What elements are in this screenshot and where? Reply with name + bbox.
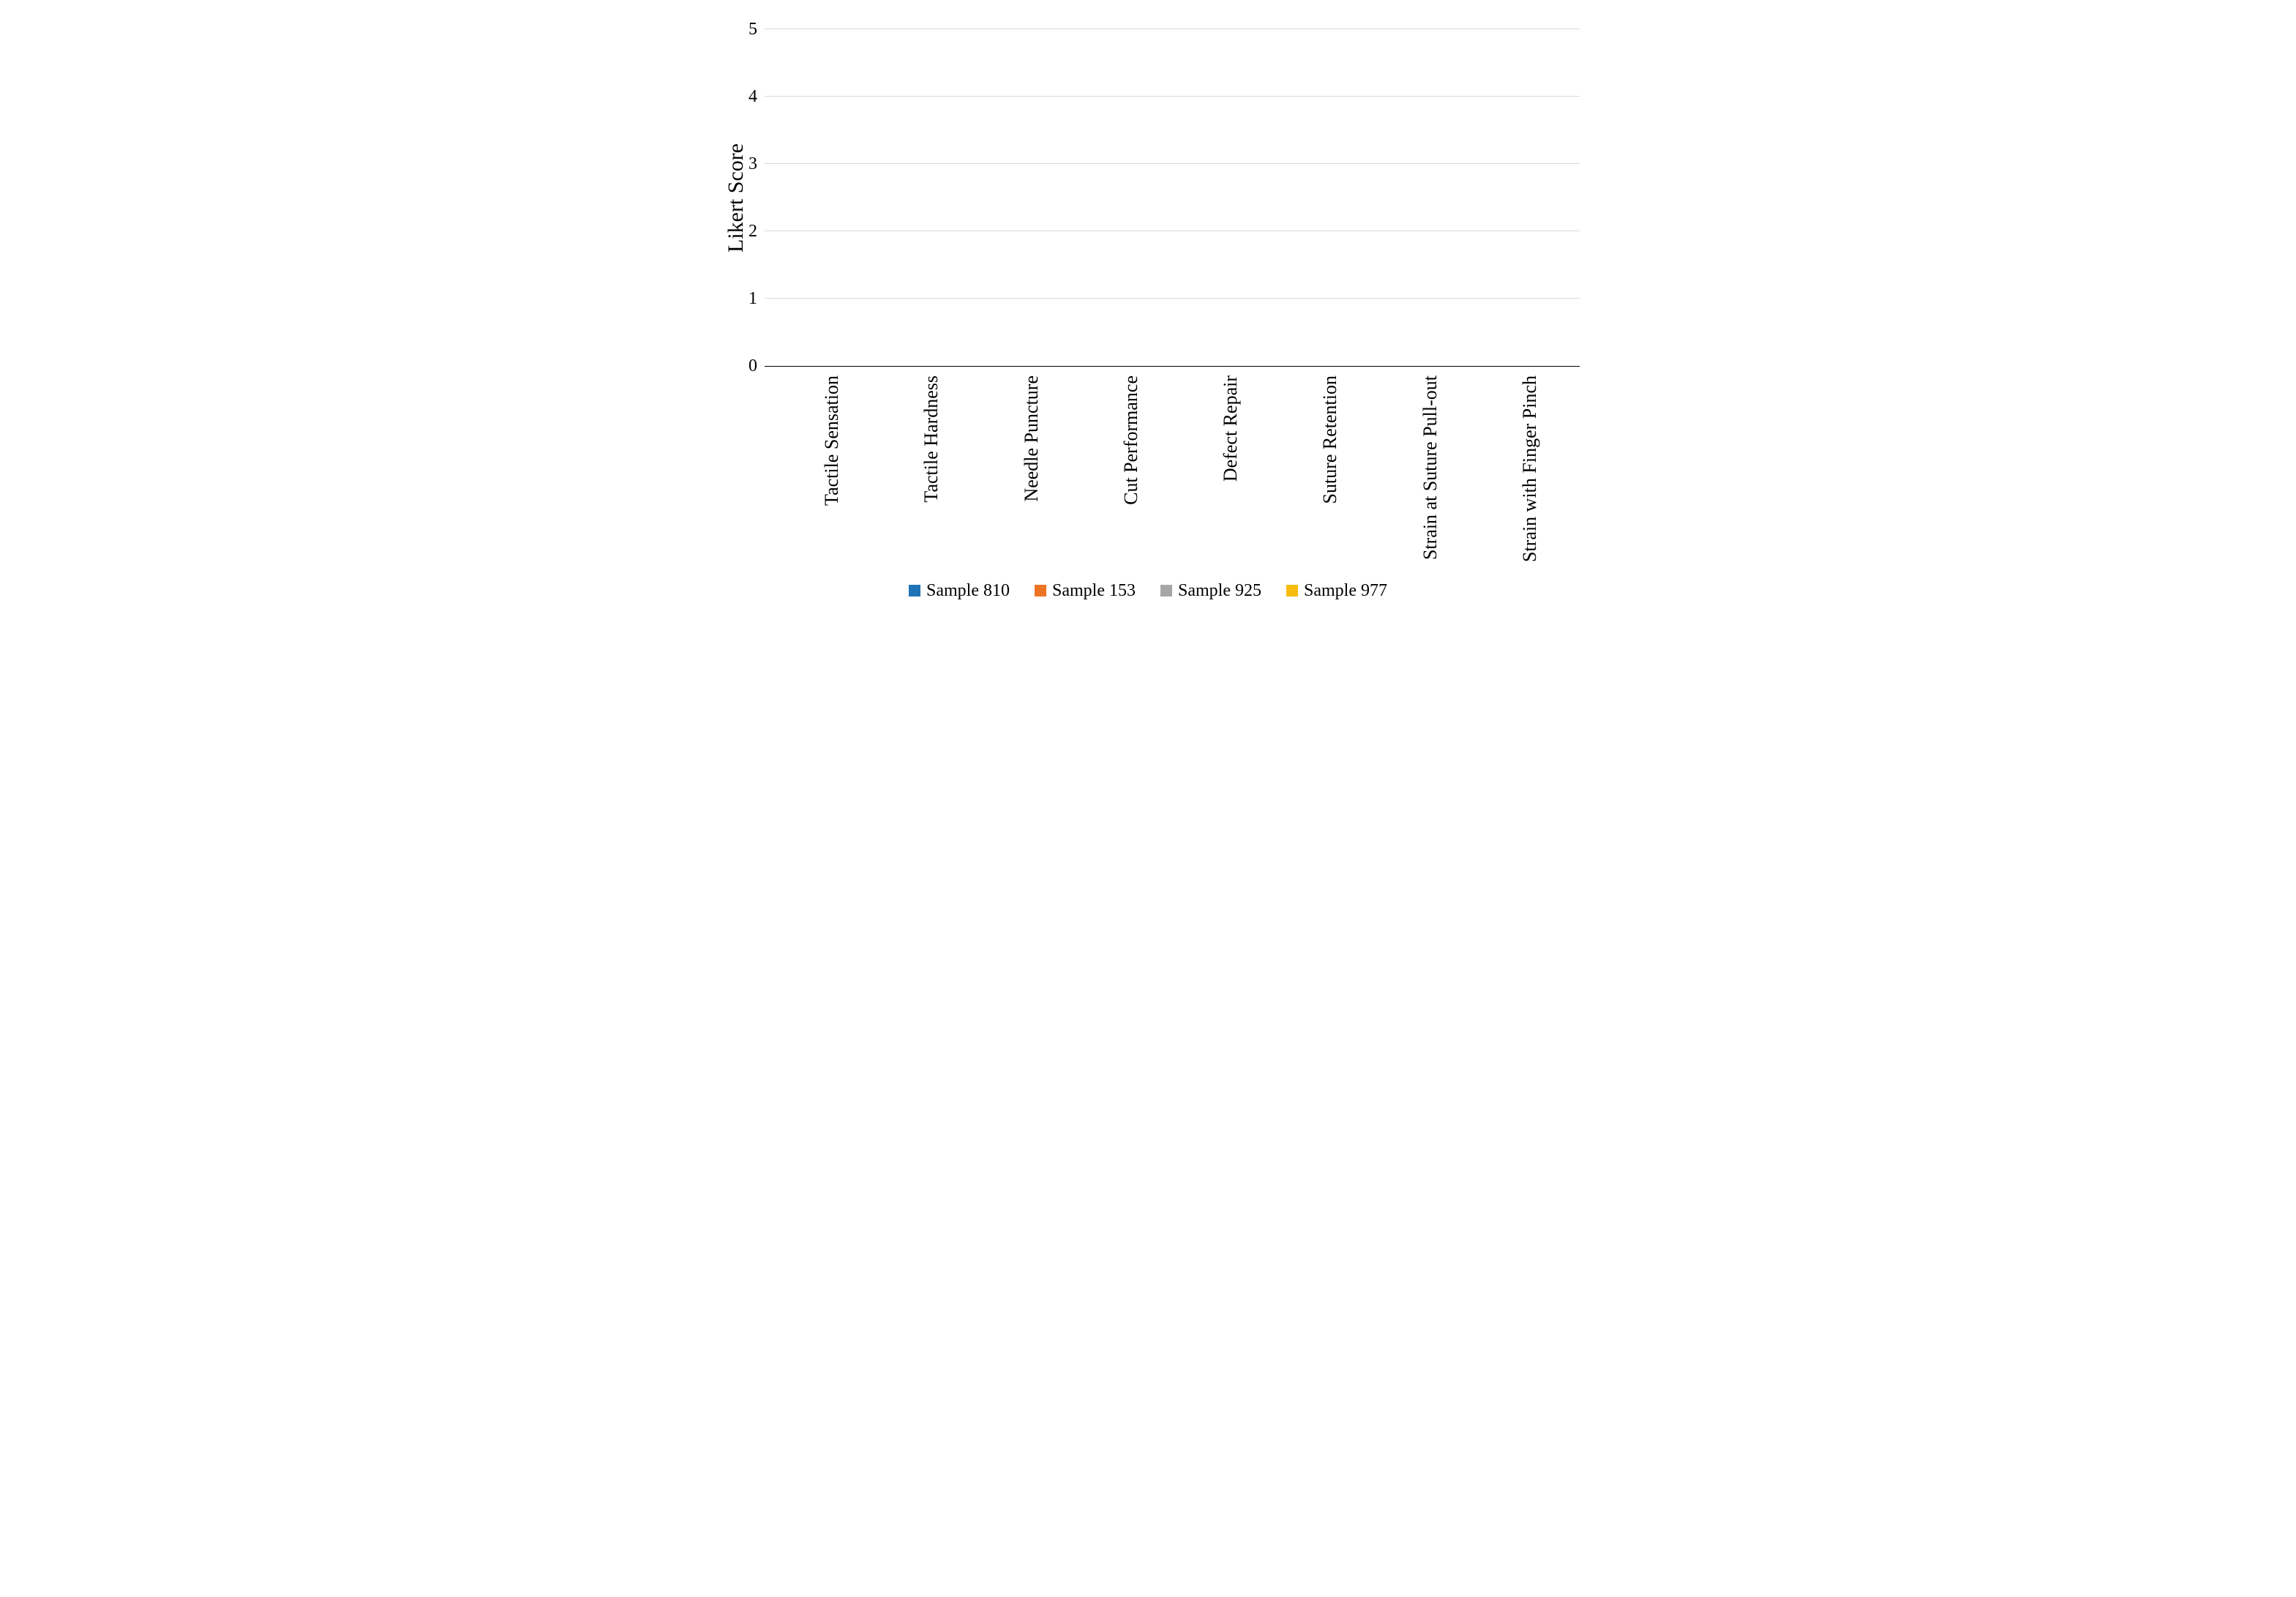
legend: Sample 810 Sample 153 Sample 925 Sample 977 bbox=[716, 581, 1580, 601]
x-tick-label: Tactile Sensation bbox=[782, 367, 882, 562]
plot-area bbox=[765, 29, 1580, 367]
chart-body: Likert Score 543210 bbox=[716, 29, 1580, 367]
x-tick-label: Defect Repair bbox=[1181, 367, 1280, 562]
legend-swatch bbox=[1035, 585, 1046, 596]
legend-swatch bbox=[1160, 585, 1172, 596]
legend-swatch bbox=[909, 585, 920, 596]
x-tick-label: Cut Performance bbox=[1081, 367, 1181, 562]
x-axis-row: Tactile SensationTactile HardnessNeedle … bbox=[716, 367, 1580, 562]
legend-item: Sample 977 bbox=[1286, 581, 1387, 601]
bar-groups bbox=[765, 29, 1580, 366]
y-axis-label: Likert Score bbox=[716, 29, 749, 367]
x-axis-labels: Tactile SensationTactile HardnessNeedle … bbox=[782, 367, 1580, 562]
axis-spacer bbox=[716, 367, 782, 562]
x-tick-label: Needle Puncture bbox=[982, 367, 1081, 562]
legend-swatch bbox=[1286, 585, 1298, 596]
x-tick-label: Suture Retention bbox=[1280, 367, 1380, 562]
x-tick-label: Strain with Finger Pinch bbox=[1480, 367, 1580, 562]
y-axis-ticks: 543210 bbox=[749, 29, 765, 366]
legend-item: Sample 153 bbox=[1035, 581, 1136, 601]
legend-item: Sample 925 bbox=[1160, 581, 1261, 601]
legend-item: Sample 810 bbox=[909, 581, 1010, 601]
legend-label: Sample 810 bbox=[926, 581, 1010, 601]
likert-bar-chart: Likert Score 543210 Tactile SensationTac… bbox=[716, 29, 1580, 601]
legend-label: Sample 153 bbox=[1052, 581, 1136, 601]
x-tick-label: Strain at Suture Pull-out bbox=[1381, 367, 1480, 562]
legend-label: Sample 925 bbox=[1178, 581, 1261, 601]
x-tick-label: Tactile Hardness bbox=[882, 367, 981, 562]
legend-label: Sample 977 bbox=[1304, 581, 1387, 601]
